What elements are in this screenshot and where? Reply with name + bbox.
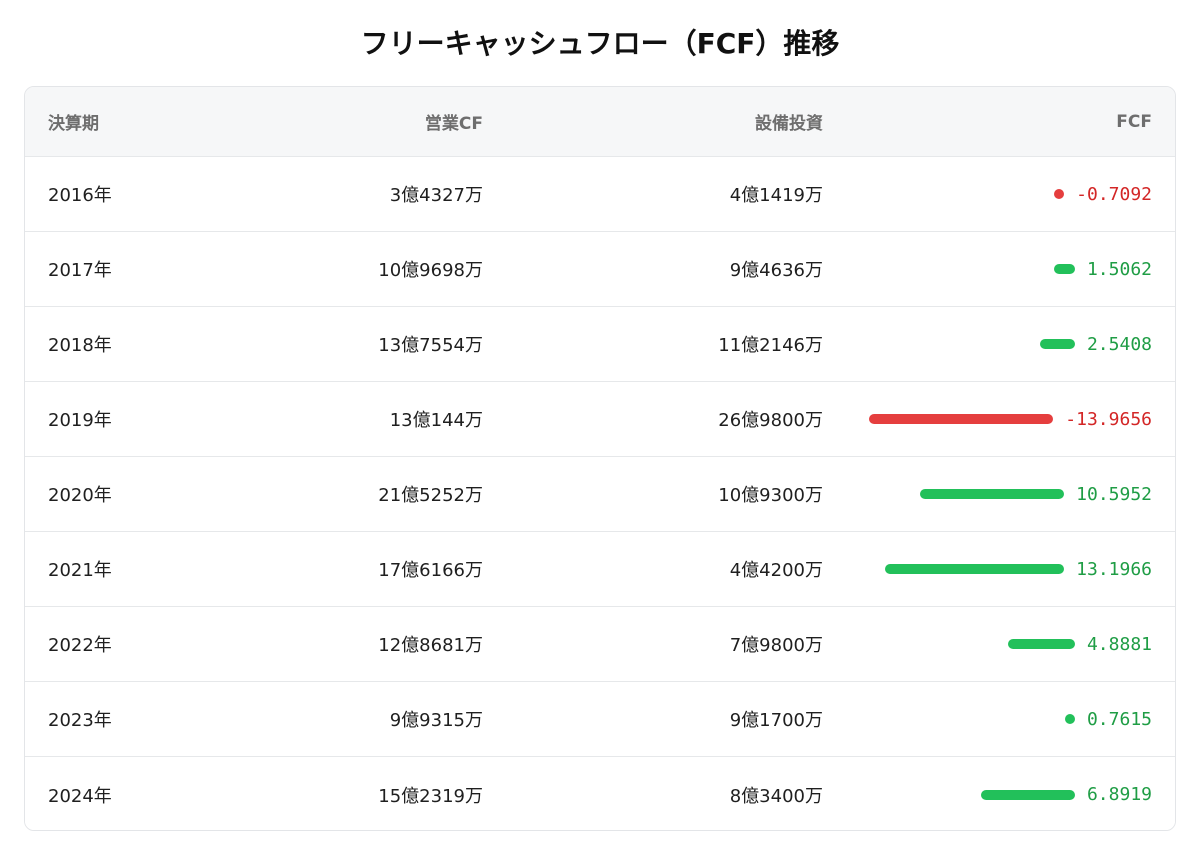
table-header-row: 決算期 営業CF 設備投資 FCF — [25, 87, 1175, 157]
capex-cell: 7億9800万 — [729, 635, 823, 656]
fcf-cell: -13.9656 — [1065, 382, 1152, 456]
fcf-bar — [869, 414, 1054, 424]
fcf-value: 4.8881 — [1086, 633, 1152, 655]
fcf-cell: 13.1966 — [1076, 532, 1152, 606]
period-cell: 2020年 — [48, 485, 112, 506]
fcf-bar-area — [869, 382, 1069, 456]
fcf-cell: 4.8881 — [1087, 607, 1152, 681]
fcf-bar — [884, 564, 1065, 574]
period-cell: 2019年 — [48, 410, 112, 431]
fcf-cell: 1.5062 — [1087, 232, 1152, 306]
fcf-value: 10.5952 — [1076, 483, 1152, 505]
operating-cf-cell: 9億9315万 — [389, 710, 483, 731]
table-row: 2020年 21億5252万 10億9300万 10.5952 — [25, 457, 1175, 532]
fcf-cell: -0.7092 — [1076, 157, 1152, 231]
fcf-value: 0.7615 — [1086, 708, 1152, 730]
operating-cf-cell: 17億6166万 — [378, 560, 483, 581]
capex-cell: 26億9800万 — [718, 410, 823, 431]
header-fcf: FCF — [1116, 111, 1152, 132]
operating-cf-cell: 3億4327万 — [389, 185, 483, 206]
operating-cf-cell: 15億2319万 — [378, 785, 483, 807]
fcf-cell: 0.7615 — [1087, 682, 1152, 756]
fcf-bar — [1054, 264, 1075, 274]
header-period: 決算期 — [48, 114, 99, 134]
capex-cell: 9億1700万 — [729, 710, 823, 731]
fcf-value: 1.5062 — [1086, 258, 1152, 280]
operating-cf-cell: 12億8681万 — [378, 635, 483, 656]
fcf-bar-area — [869, 157, 1069, 231]
fcf-bar — [1008, 639, 1075, 649]
capex-cell: 8億3400万 — [729, 785, 823, 807]
table-row: 2016年 3億4327万 4億1419万 -0.7092 — [25, 157, 1175, 232]
operating-cf-cell: 13億7554万 — [378, 335, 483, 356]
capex-cell: 4億4200万 — [729, 560, 823, 581]
fcf-cell: 2.5408 — [1087, 307, 1152, 381]
fcf-bar — [1040, 339, 1075, 349]
fcf-value: -13.9656 — [1065, 408, 1152, 430]
fcf-table: 決算期 営業CF 設備投資 FCF 2016年 3億4327万 4億1419万 -0.… — [24, 86, 1176, 831]
period-cell: 2023年 — [48, 710, 112, 731]
fcf-value: -0.7092 — [1076, 183, 1152, 205]
fcf-value: 6.8919 — [1086, 784, 1152, 805]
fcf-bar-area — [869, 457, 1069, 531]
period-cell: 2021年 — [48, 560, 112, 581]
fcf-value: 13.1966 — [1076, 558, 1152, 580]
table-row: 2021年 17億6166万 4億4200万 13.1966 — [25, 532, 1175, 607]
fcf-bar — [1064, 714, 1075, 724]
header-operating-cf: 営業CF — [424, 114, 483, 134]
fcf-bar — [919, 489, 1065, 499]
capex-cell: 11億2146万 — [718, 335, 823, 356]
table-row: 2023年 9億9315万 9億1700万 0.7615 — [25, 682, 1175, 757]
fcf-bar-area — [869, 682, 1075, 756]
capex-cell: 9億4636万 — [729, 260, 823, 281]
fcf-bar-area — [869, 757, 1075, 830]
table-row: 2017年 10億9698万 9億4636万 1.5062 — [25, 232, 1175, 307]
period-cell: 2017年 — [48, 260, 112, 281]
table-row: 2022年 12億8681万 7億9800万 4.8881 — [25, 607, 1175, 682]
period-cell: 2024年 — [48, 785, 112, 807]
page-title: フリーキャッシュフロー（FCF）推移 — [360, 27, 840, 60]
fcf-value: 2.5408 — [1086, 333, 1152, 355]
fcf-bar — [1054, 189, 1065, 199]
fcf-bar-area — [869, 232, 1075, 306]
fcf-bar-area — [869, 532, 1069, 606]
table-row: 2019年 13億144万 26億9800万 -13.9656 — [25, 382, 1175, 457]
operating-cf-cell: 21億5252万 — [378, 485, 483, 506]
operating-cf-cell: 13億144万 — [389, 410, 483, 431]
header-capex: 設備投資 — [755, 114, 823, 134]
capex-cell: 10億9300万 — [718, 485, 823, 506]
operating-cf-cell: 10億9698万 — [378, 260, 483, 281]
period-cell: 2022年 — [48, 635, 112, 656]
period-cell: 2018年 — [48, 335, 112, 356]
period-cell: 2016年 — [48, 185, 112, 206]
capex-cell: 4億1419万 — [729, 185, 823, 206]
table-row: 2024年 15億2319万 8億3400万 6.8919 — [25, 757, 1175, 830]
table-row: 2018年 13億7554万 11億2146万 2.5408 — [25, 307, 1175, 382]
fcf-cell: 6.8919 — [1086, 757, 1152, 830]
fcf-cell: 10.5952 — [1076, 457, 1152, 531]
fcf-bar — [981, 789, 1075, 800]
fcf-bar-area — [869, 307, 1075, 381]
fcf-bar-area — [869, 607, 1075, 681]
